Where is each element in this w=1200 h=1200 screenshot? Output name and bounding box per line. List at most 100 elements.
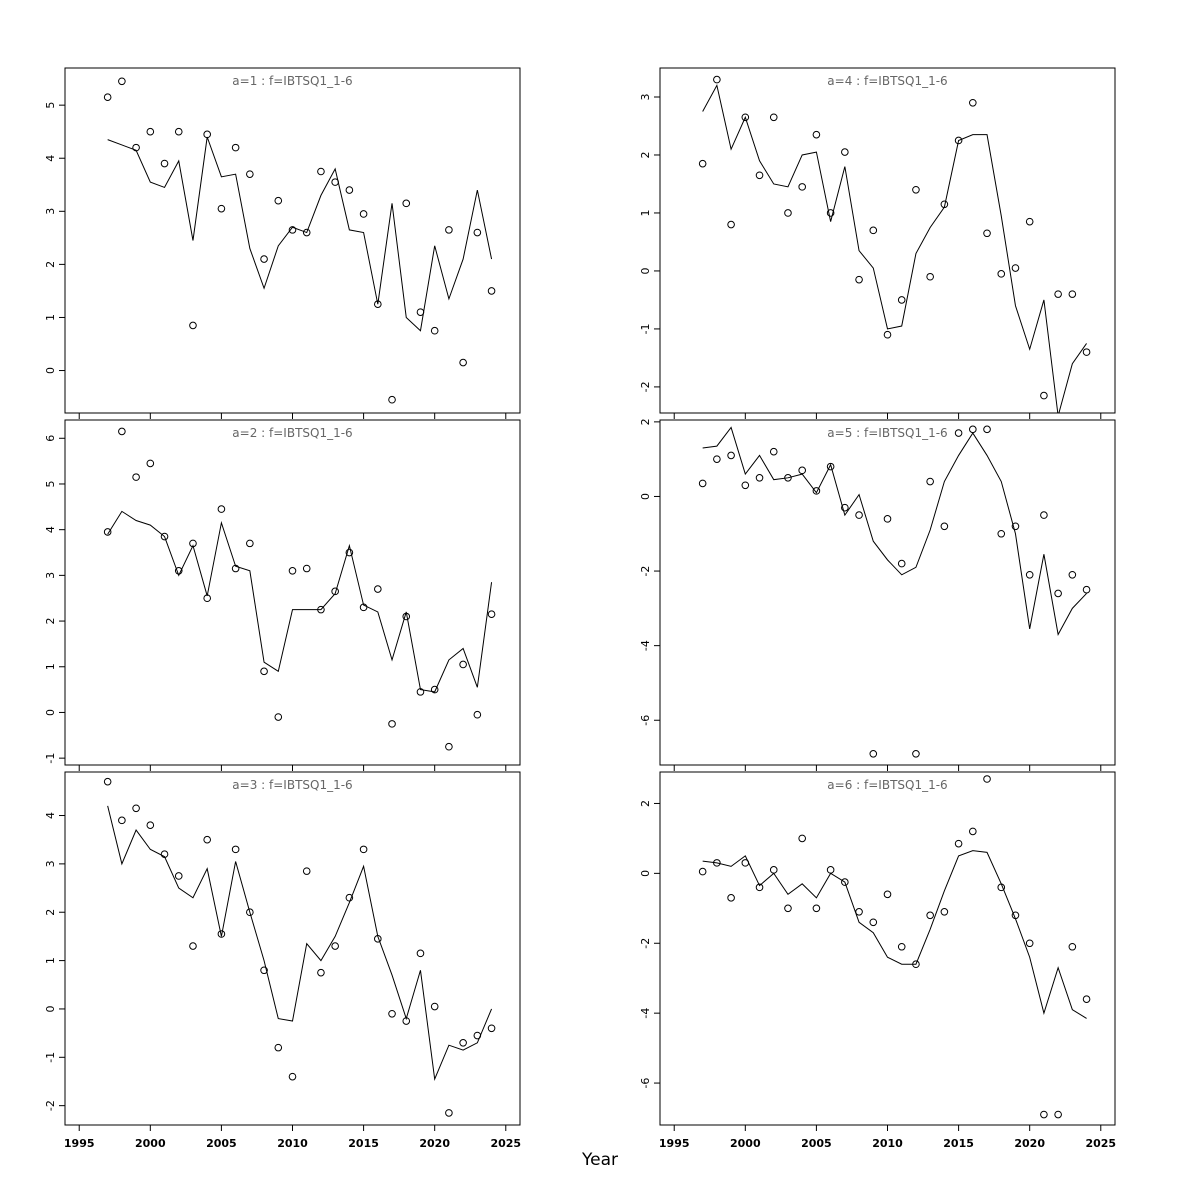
y-tick-label: 2 — [639, 800, 652, 807]
y-tick-label: 1 — [44, 314, 57, 321]
data-point — [146, 821, 155, 829]
data-point — [345, 548, 354, 557]
panel-box — [659, 771, 1116, 1126]
panel-a6: a=6 : f=IBTSQ1_1-6 -6 -4 -2 0 2 1995 2000 2005 20… — [639, 771, 1116, 1150]
data-point — [1068, 942, 1077, 951]
data-point — [132, 143, 140, 152]
data-point — [1082, 348, 1091, 356]
panel-title: a=2 : f=IBTSQ1_1-6 — [232, 426, 352, 440]
data-point — [1054, 589, 1062, 598]
y-tick-label: 2 — [639, 418, 652, 425]
panel-box — [64, 419, 521, 766]
data-point — [160, 850, 169, 859]
y-tick-label: -6 — [639, 715, 652, 726]
data-point — [302, 867, 311, 875]
data-point — [189, 942, 197, 950]
data-point — [274, 713, 283, 721]
x-tick-label: 1995 — [64, 1137, 95, 1150]
y-tick-label: 3 — [639, 93, 652, 100]
data-point — [174, 566, 183, 575]
data-point — [1040, 391, 1048, 400]
data-point — [430, 685, 439, 694]
y-tick-label: -2 — [639, 938, 652, 949]
data-point — [855, 511, 863, 519]
data-point — [174, 127, 183, 136]
data-point — [302, 564, 311, 573]
data-point — [487, 610, 496, 619]
data-point — [969, 425, 977, 434]
data-point — [445, 1109, 453, 1117]
x-tick-label: 2020 — [419, 1137, 450, 1150]
data-point — [1011, 911, 1020, 920]
data-point — [755, 883, 764, 892]
y-tick-label: -2 — [44, 1100, 57, 1111]
data-point — [769, 866, 778, 874]
data-point — [1011, 264, 1020, 272]
data-point — [954, 839, 963, 848]
data-point — [217, 930, 226, 938]
data-point — [926, 477, 934, 486]
y-tick-label: -6 — [639, 1078, 652, 1089]
data-point — [374, 300, 382, 308]
data-point — [1054, 1110, 1062, 1119]
data-point — [713, 859, 721, 867]
data-point — [246, 908, 254, 917]
data-point — [459, 660, 467, 669]
data-point — [374, 935, 382, 943]
y-tick-label: 0 — [44, 709, 57, 716]
data-point — [260, 667, 268, 676]
y-tick-label: -4 — [639, 1008, 652, 1019]
data-point — [146, 459, 155, 468]
data-point — [798, 183, 806, 191]
data-point — [798, 834, 806, 843]
data-point — [160, 532, 169, 541]
data-point — [132, 804, 140, 813]
data-point — [189, 321, 197, 330]
data-point — [812, 904, 821, 913]
data-point — [331, 178, 339, 186]
data-point — [217, 204, 226, 213]
y-tick-label: 6 — [44, 435, 57, 442]
data-point — [883, 515, 892, 523]
y-tick-label: -1 — [44, 753, 57, 764]
fit-line — [107, 805, 493, 1081]
panel-box — [64, 771, 521, 1126]
data-point — [954, 136, 963, 145]
data-point — [983, 775, 991, 783]
data-point — [727, 220, 735, 229]
data-point — [784, 904, 792, 913]
data-point — [883, 330, 892, 339]
data-point — [983, 425, 991, 434]
y-tick-label: 0 — [639, 870, 652, 877]
y-tick-label: 0 — [44, 367, 57, 374]
data-point — [203, 835, 211, 844]
x-tick-label: 2015 — [348, 1137, 379, 1150]
data-point — [812, 487, 821, 495]
x-tick-label: 2005 — [206, 1137, 237, 1150]
y-tick-label: 0 — [44, 1005, 57, 1012]
panel-title: a=4 : f=IBTSQ1_1-6 — [827, 74, 947, 88]
fit-line — [702, 850, 1087, 1019]
panel-title: a=6 : f=IBTSQ1_1-6 — [827, 778, 947, 792]
data-point — [1040, 1110, 1048, 1119]
x-axis-label: Year — [582, 1150, 618, 1170]
panel-title: a=3 : f=IBTSQ1_1-6 — [232, 778, 352, 792]
data-point — [416, 949, 425, 958]
data-point — [869, 226, 878, 235]
data-point — [826, 866, 835, 874]
fit-line — [702, 83, 1087, 413]
data-point — [317, 167, 325, 176]
data-point — [997, 883, 1006, 892]
data-point — [769, 113, 778, 122]
panel-a2: a=2 : f=IBTSQ1_1-6 -1 0 1 2 3 4 5 6 — [44, 419, 521, 771]
data-point — [473, 1031, 482, 1040]
data-point — [231, 564, 240, 573]
data-point — [217, 505, 226, 513]
data-point — [246, 539, 254, 548]
data-point — [345, 893, 354, 902]
y-tick-label: -2 — [639, 566, 652, 577]
fit-line — [107, 510, 493, 693]
data-point — [841, 503, 849, 512]
data-point — [203, 594, 211, 603]
data-point — [755, 474, 764, 482]
